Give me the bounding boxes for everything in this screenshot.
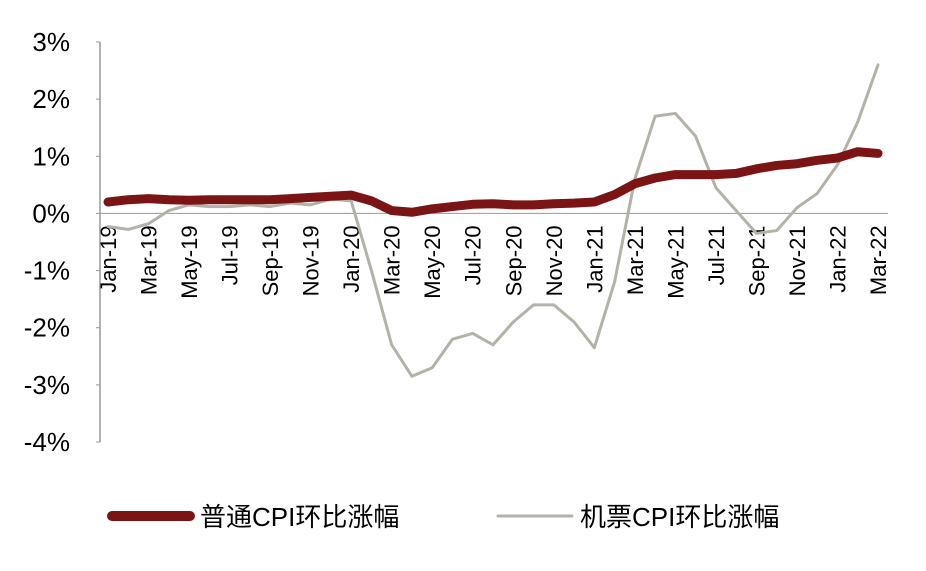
x-tick-label: Jan-22	[825, 225, 850, 292]
x-tick-label: Sep-19	[258, 225, 283, 296]
x-tick-label: Jul-19	[218, 225, 243, 285]
x-tick-label: Nov-20	[542, 225, 567, 296]
y-tick-label: -1%	[24, 256, 70, 286]
x-tick-label: Sep-20	[501, 225, 526, 296]
y-tick-label: -4%	[24, 427, 70, 457]
y-tick-label: 2%	[32, 84, 70, 114]
x-tick-label: Jan-19	[96, 225, 121, 292]
x-tick-label: Jan-21	[582, 225, 607, 292]
x-tick-label: Jul-20	[461, 225, 486, 285]
x-tick-label: Mar-22	[866, 225, 891, 295]
x-tick-label: Mar-19	[137, 225, 162, 295]
y-tick-label: 3%	[32, 27, 70, 57]
x-tick-label: May-21	[663, 225, 688, 298]
x-tick-label: Sep-21	[744, 225, 769, 296]
series-line	[103, 147, 883, 217]
x-tick-label: Mar-21	[623, 225, 648, 295]
x-tick-label: May-20	[420, 225, 445, 298]
x-tick-label: Nov-19	[299, 225, 324, 296]
y-tick-label: 1%	[32, 141, 70, 171]
x-tick-label: Jan-20	[339, 225, 364, 292]
y-tick-label: 0%	[32, 198, 70, 228]
y-tick-label: -2%	[24, 313, 70, 343]
series-line	[106, 63, 880, 378]
x-tick-label: Nov-21	[785, 225, 810, 296]
x-tick-label: Mar-20	[380, 225, 405, 295]
x-tick-label: Jul-21	[704, 225, 729, 285]
legend-label: 机票CPI环比涨幅	[580, 502, 779, 532]
legend-label: 普通CPI环比涨幅	[200, 502, 399, 532]
y-tick-label: -3%	[24, 370, 70, 400]
x-tick-label: May-19	[177, 225, 202, 298]
